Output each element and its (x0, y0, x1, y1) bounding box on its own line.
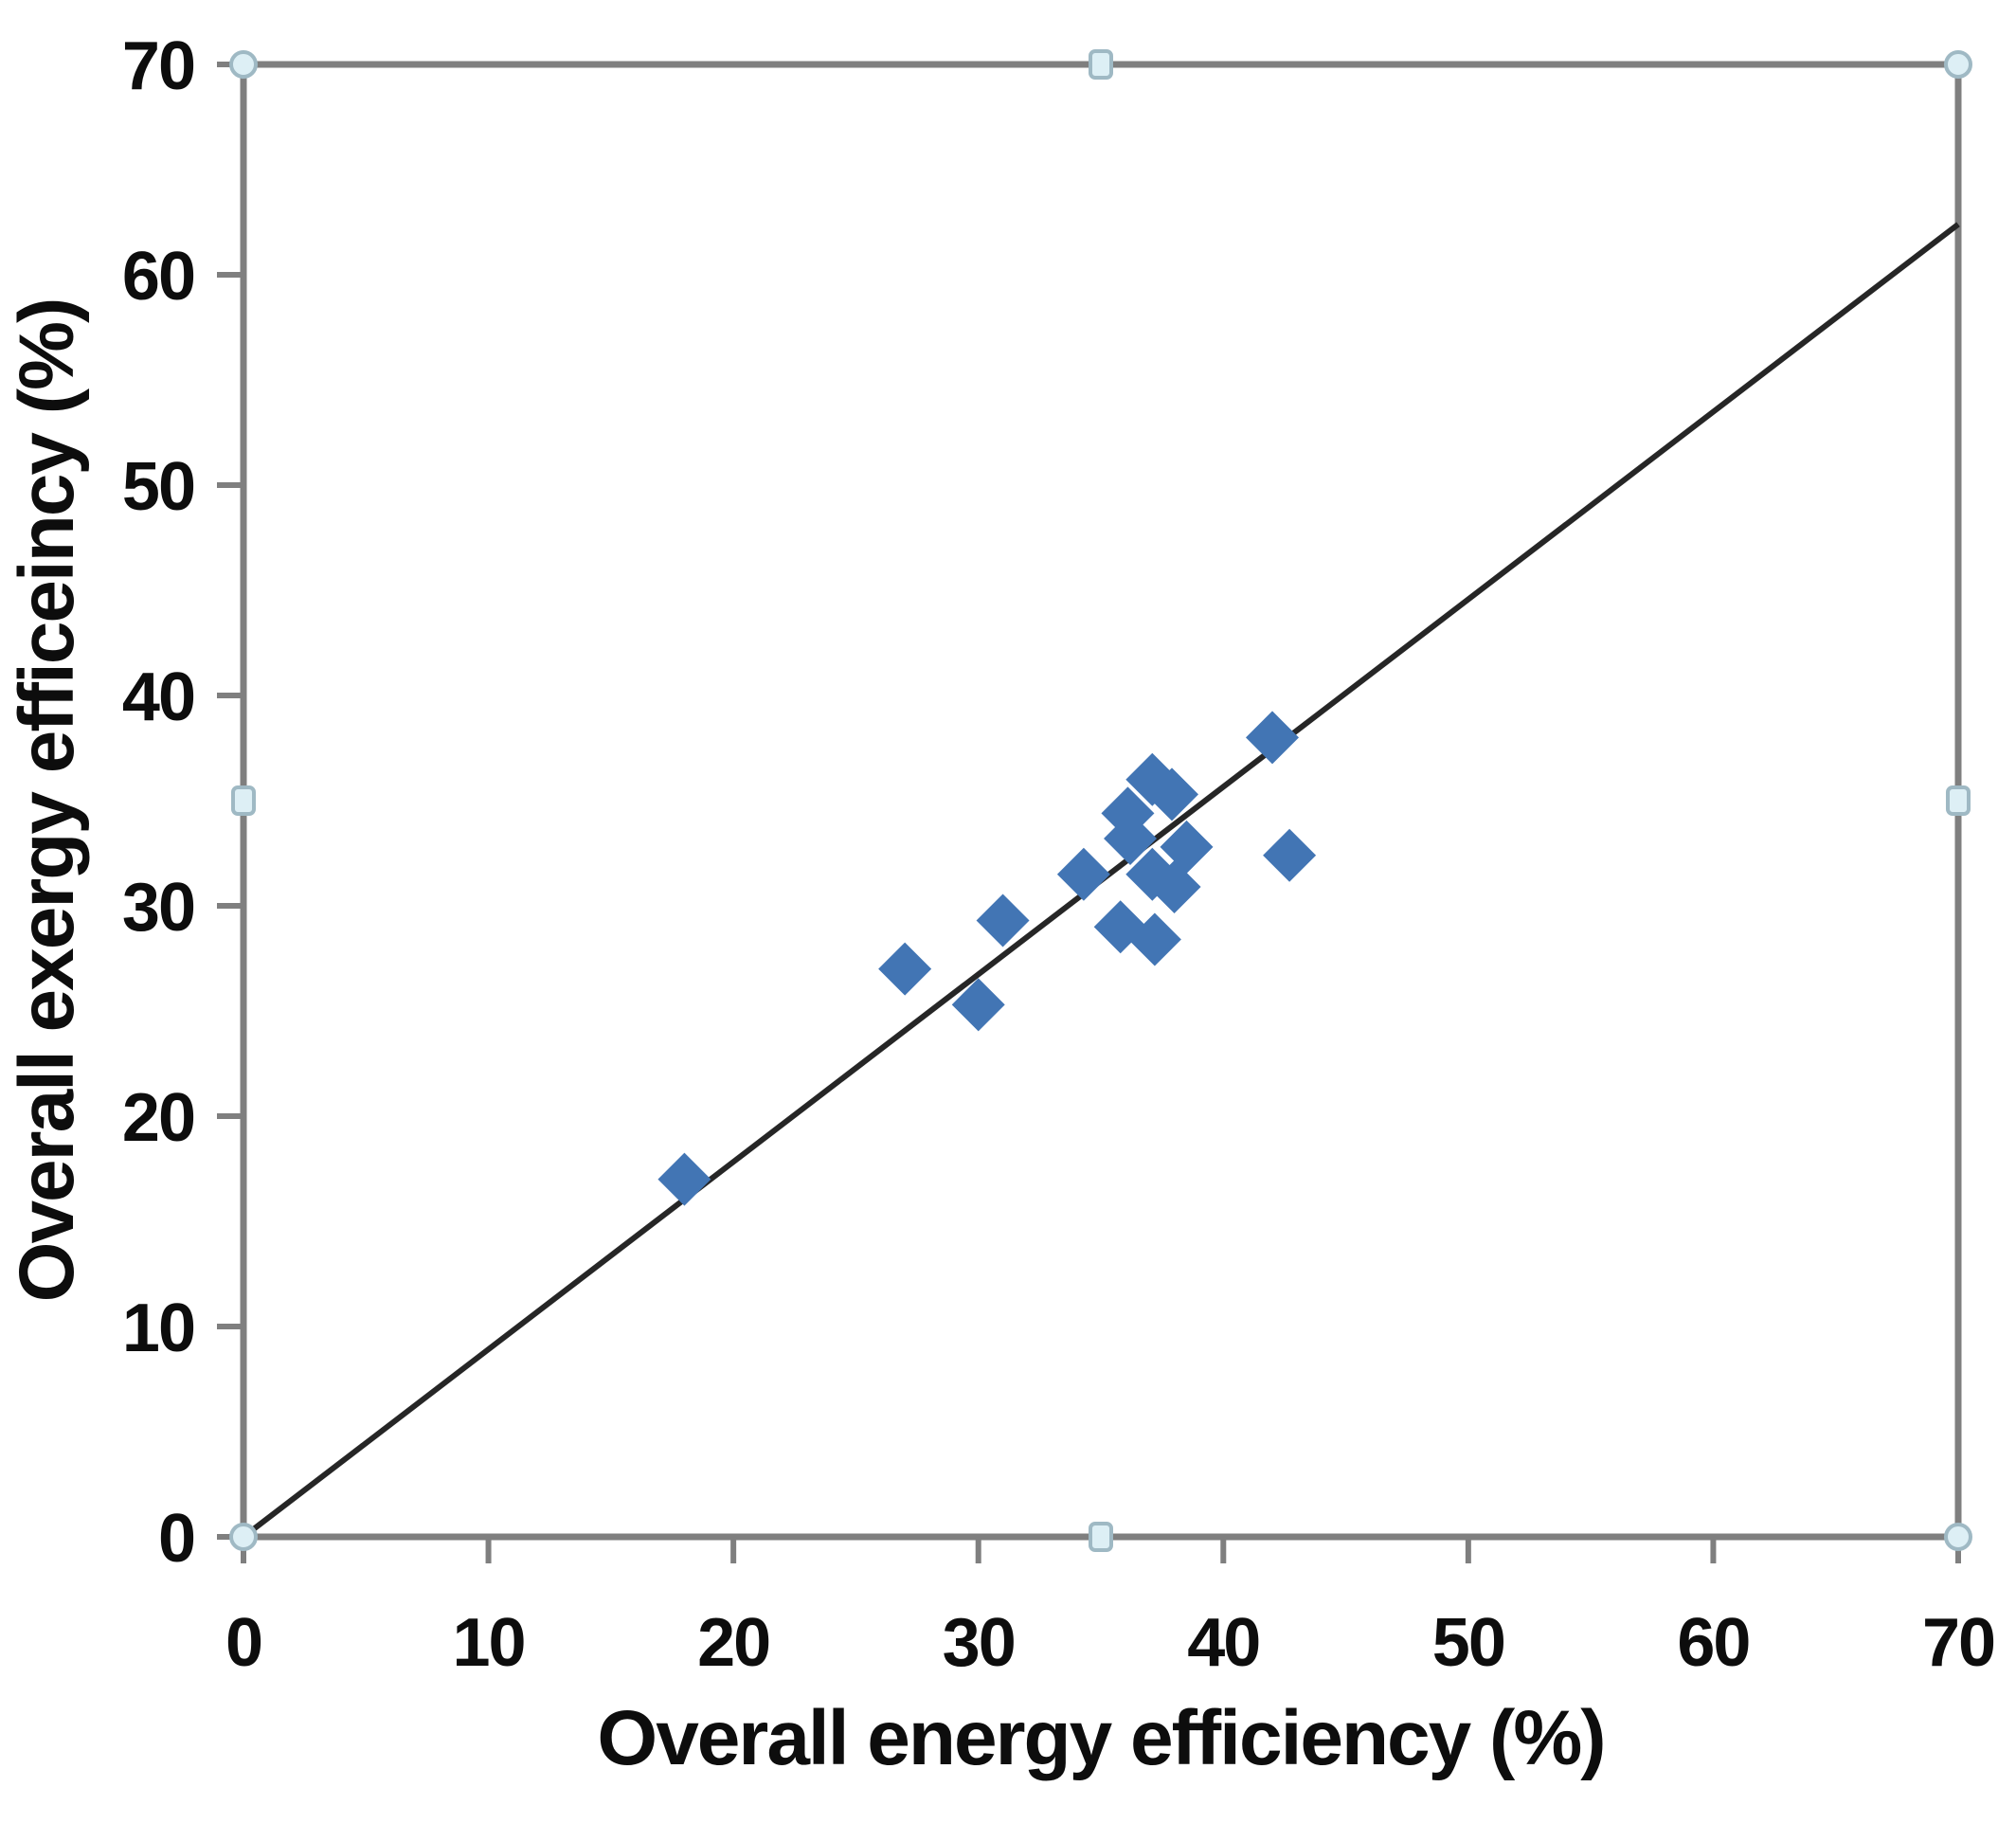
y-axis-title: Overall exergy efficeincy (%) (4, 298, 90, 1303)
y-tick-label: 20 (122, 1080, 194, 1156)
selection-handle-edge[interactable] (1089, 1522, 1113, 1552)
data-point-diamond[interactable] (1147, 860, 1201, 914)
plot-area-frame[interactable] (240, 61, 1962, 1541)
data-point-diamond[interactable] (1104, 811, 1158, 865)
data-point-diamond[interactable] (951, 978, 1005, 1032)
y-tick-label: 10 (122, 1291, 194, 1366)
data-point-diamond[interactable] (1160, 820, 1214, 874)
y-tick-label: 60 (122, 239, 194, 315)
data-point-diamond[interactable] (976, 893, 1030, 948)
data-point-diamond[interactable] (657, 1152, 711, 1206)
x-tick-label: 60 (1677, 1605, 1749, 1681)
data-point-diamond[interactable] (878, 942, 932, 996)
x-tick-label: 50 (1432, 1605, 1504, 1681)
selection-handle-edge[interactable] (231, 785, 256, 816)
data-point-diamond[interactable] (1127, 912, 1181, 966)
y-tick-label: 0 (158, 1501, 194, 1577)
y-tick-label: 70 (122, 28, 194, 104)
x-tick-label: 70 (1922, 1605, 1994, 1681)
x-tick-label: 0 (225, 1605, 261, 1681)
data-point-diamond[interactable] (1246, 711, 1299, 765)
y-tick-label: 50 (122, 449, 194, 525)
selection-handle-corner[interactable] (229, 50, 258, 79)
selection-handle-corner[interactable] (1944, 50, 1972, 79)
data-point-diamond[interactable] (1144, 767, 1198, 821)
x-axis-title: Overall energy efficiency (%) (597, 1695, 1606, 1781)
y-tick-label: 30 (122, 870, 194, 946)
data-point-diamond[interactable] (1263, 828, 1317, 882)
selection-handle-edge[interactable] (1946, 785, 1971, 816)
data-point-diamond[interactable] (1056, 847, 1110, 901)
x-tick-label: 40 (1187, 1605, 1259, 1681)
selection-handle-edge[interactable] (1089, 49, 1113, 80)
x-tick-label: 20 (697, 1605, 769, 1681)
x-tick-label: 30 (943, 1605, 1015, 1681)
y-tick-label: 40 (122, 659, 194, 735)
selection-handle-corner[interactable] (1944, 1523, 1972, 1551)
x-tick-label: 10 (453, 1605, 525, 1681)
selection-handle-corner[interactable] (229, 1523, 258, 1551)
